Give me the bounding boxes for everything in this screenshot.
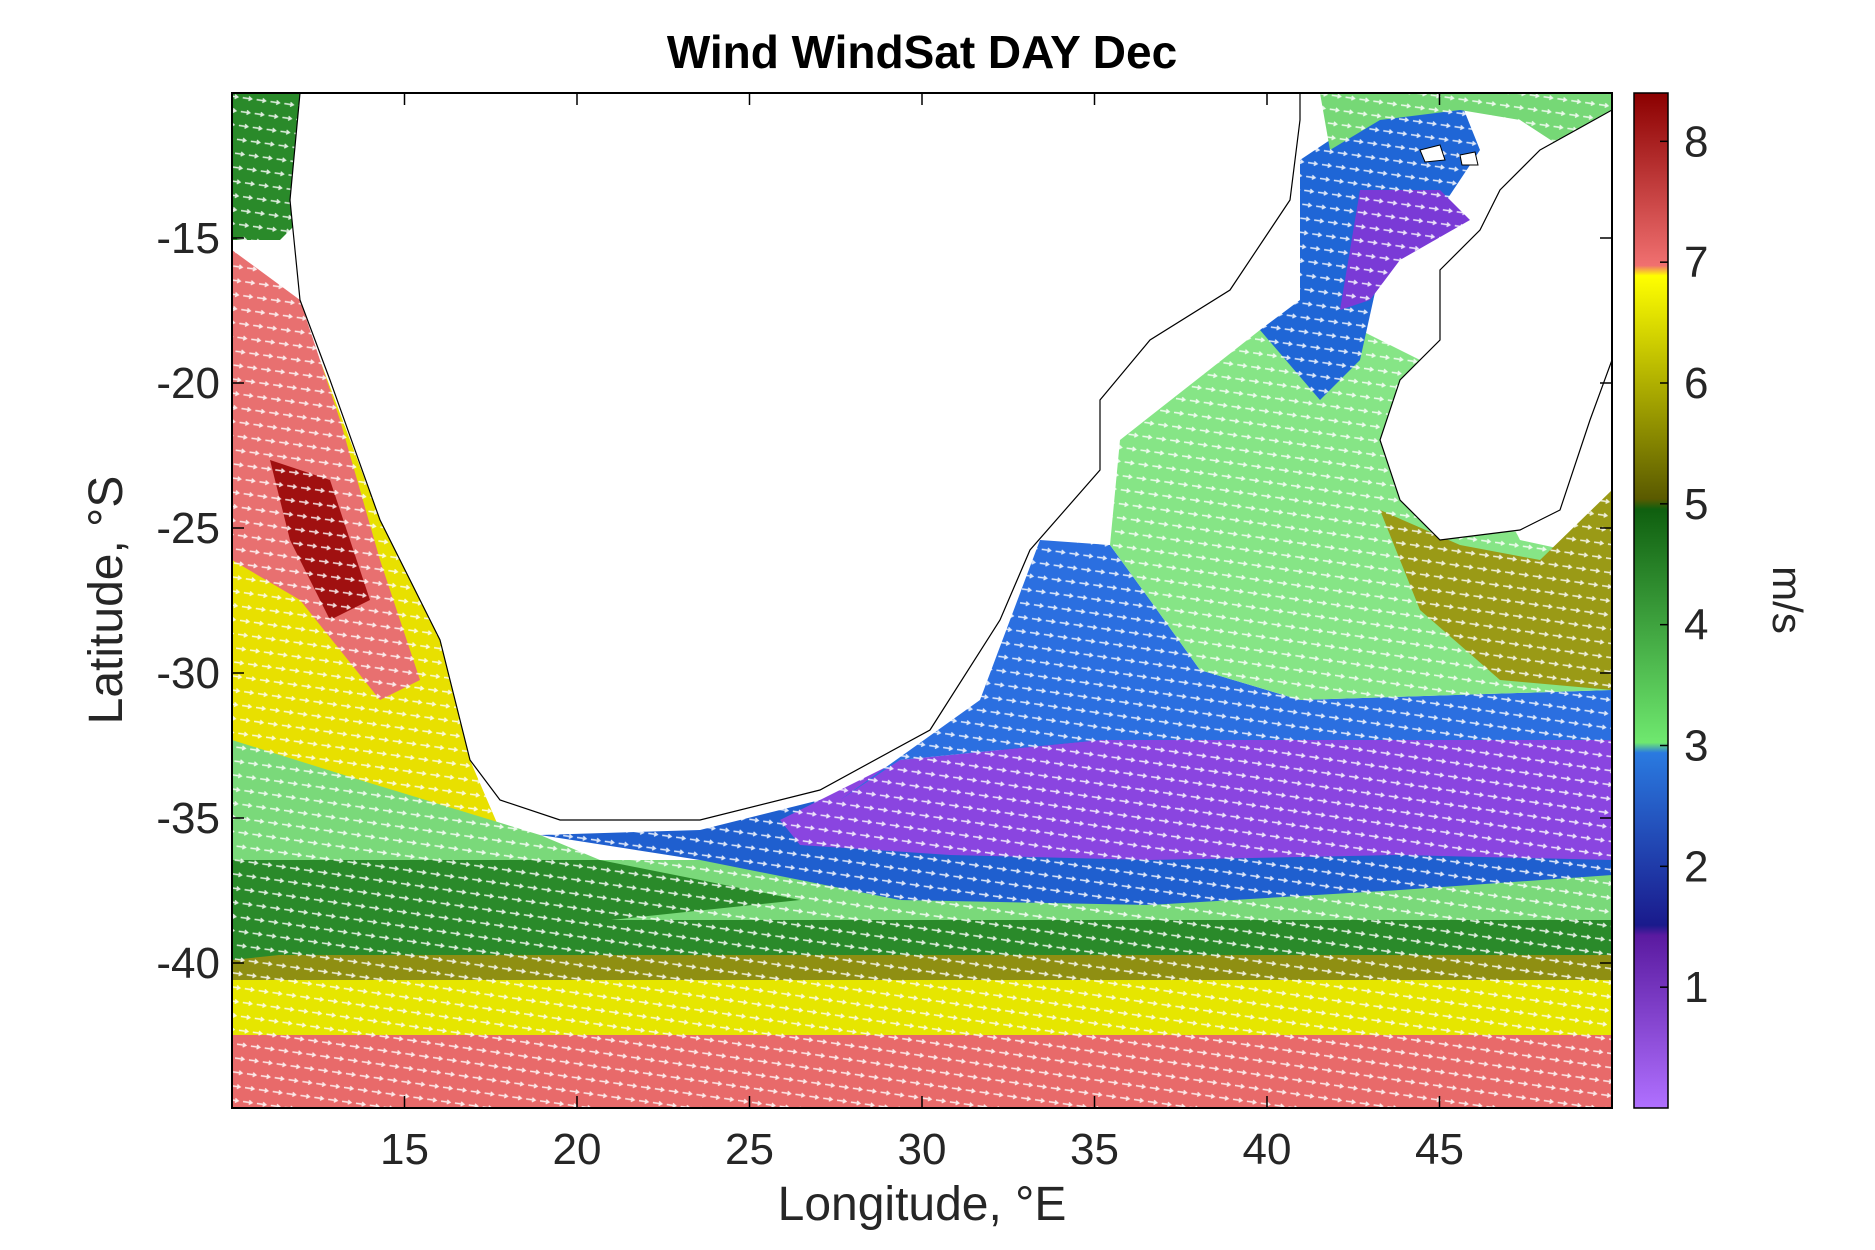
x-tick-label: 30: [898, 1125, 947, 1174]
y-tick-label: -20: [156, 359, 220, 408]
x-tick-label: 45: [1415, 1125, 1464, 1174]
colorbar-tick-label: 2: [1684, 842, 1708, 891]
x-axis-label: Longitude, °E: [778, 1178, 1067, 1231]
x-tick-label: 40: [1243, 1125, 1292, 1174]
colorbar-tick-label: 3: [1684, 722, 1708, 771]
y-axis: -15 -20 -25 -30 -35 -40 Latitude, °S: [80, 214, 1612, 988]
colorbar-tick-label: 8: [1684, 117, 1708, 166]
y-tick-label: -30: [156, 649, 220, 698]
y-tick-label: -35: [156, 794, 220, 843]
x-tick-label: 20: [553, 1125, 602, 1174]
y-axis-label: Latitude, °S: [80, 476, 133, 725]
x-tick-label: 35: [1070, 1125, 1119, 1174]
x-tick-label: 15: [380, 1125, 429, 1174]
chart-title: Wind WindSat DAY Dec: [667, 26, 1177, 78]
y-tick-label: -25: [156, 504, 220, 553]
comoros-islands: [1419, 144, 1479, 166]
colorbar-tick-label: 1: [1684, 963, 1708, 1012]
madagascar-landmass: [1379, 109, 1612, 541]
colorbar-tick-label: 4: [1684, 601, 1708, 650]
y-tick-label: -40: [156, 939, 220, 988]
colorbar-label: m/s: [1764, 566, 1811, 634]
y-tick-label: -15: [156, 214, 220, 263]
colorbar-gradient: [1633, 92, 1669, 1109]
colorbar: 1 2 3 4 5 6 7 8 m/s: [1633, 92, 1811, 1109]
x-tick-label: 25: [725, 1125, 774, 1174]
plot-area: [232, 93, 1612, 1108]
colorbar-tick-label: 5: [1684, 480, 1708, 529]
africa-landmass: [232, 93, 1301, 821]
x-axis: 15 20 25 30 35 40 45 Longitude, °E: [380, 93, 1464, 1231]
colorbar-tick-label: 7: [1684, 238, 1708, 287]
colorbar-tick-label: 6: [1684, 359, 1708, 408]
